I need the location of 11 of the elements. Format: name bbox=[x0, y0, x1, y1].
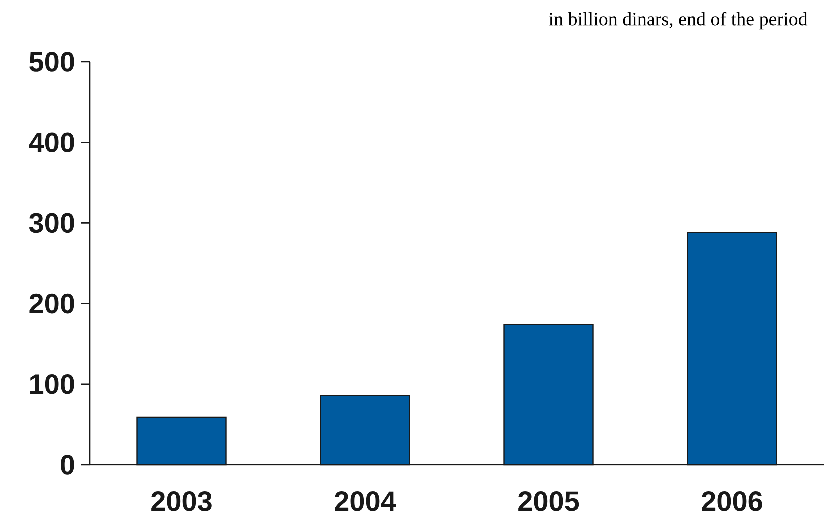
y-tick-label: 500 bbox=[30, 52, 74, 72]
y-tick-label: 100 bbox=[30, 374, 74, 394]
y-tick-label: 200 bbox=[30, 294, 74, 314]
x-tick-label: 2005 bbox=[518, 492, 580, 512]
y-tick-label: 400 bbox=[29, 132, 74, 153]
x-tick-label: 2006 bbox=[702, 492, 762, 512]
y-tick-label: 300 bbox=[29, 213, 74, 234]
x-tick-label: 2004 bbox=[335, 492, 396, 512]
y-tick-label: 0 bbox=[61, 455, 74, 475]
x-tick-label: 2003 bbox=[152, 492, 212, 512]
chart-subtitle: in billion dinars, end of the period bbox=[549, 12, 808, 30]
